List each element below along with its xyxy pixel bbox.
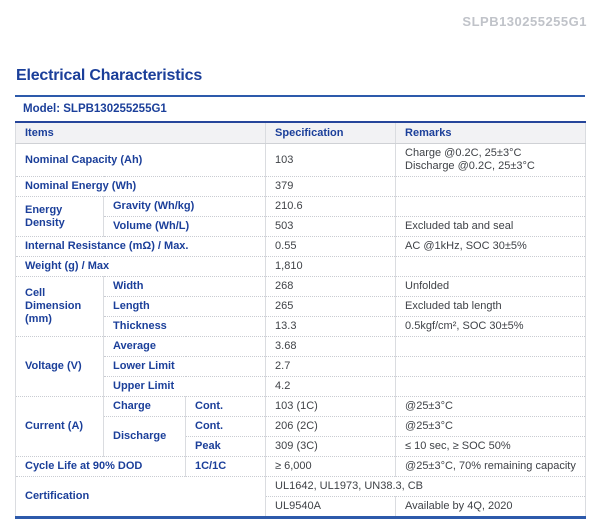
table-row: Certification UL1642, UL1973, UN38.3, CB	[14, 476, 587, 518]
certification-ul9540a-value: UL9540A	[265, 496, 397, 518]
length-label: Length	[102, 296, 267, 317]
current-discharge-peak-value: 309 (3C)	[265, 436, 397, 457]
cell-dimension-group-label: Cell Dimension (mm)	[15, 276, 104, 337]
watermark-model-number: SLPB130255255G1	[462, 14, 587, 29]
current-discharge-peak-remark: ≤ 10 sec, ≥ SOC 50%	[395, 436, 587, 457]
current-charge-cont-value: 103 (1C)	[265, 396, 397, 417]
table-row: Weight (g) / Max 1,810	[14, 256, 587, 277]
table-row: Peak 309 (3C) ≤ 10 sec, ≥ SOC 50%	[16, 436, 587, 457]
column-header-remarks: Remarks	[395, 121, 587, 144]
table-row: Cell Dimension (mm) Width 268 Unfolded	[15, 276, 587, 337]
nominal-energy-value: 379	[265, 176, 397, 197]
table-row: Thickness 13.3 0.5kgf/cm², SOC 30±5%	[16, 316, 587, 337]
nominal-energy-remark	[395, 176, 587, 197]
current-discharge-peak-label: Peak	[184, 436, 267, 457]
table-row: Nominal Energy (Wh) 379	[14, 176, 587, 197]
spec-table: Items Specification Remarks Nominal Capa…	[14, 121, 587, 519]
volume-remark: Excluded tab and seal	[395, 216, 587, 237]
current-discharge-cont-remark: @25±3°C	[395, 416, 587, 437]
length-value: 265	[265, 296, 397, 317]
volume-label: Volume (Wh/L)	[102, 216, 267, 237]
table-row: Nominal Capacity (Ah) 103 Charge @0.2C, …	[14, 143, 587, 177]
voltage-lower-limit-value: 2.7	[265, 356, 397, 377]
voltage-lower-limit-label: Lower Limit	[102, 356, 267, 377]
certification-ul9540a-remark: Available by 4Q, 2020	[395, 496, 587, 518]
certification-list-value: UL1642, UL1973, UN38.3, CB	[265, 476, 587, 497]
table-row: Discharge Cont. 206 (2C) @25±3°C	[16, 416, 587, 457]
current-discharge-cont-value: 206 (2C)	[265, 416, 397, 437]
voltage-upper-limit-label: Upper Limit	[102, 376, 267, 397]
thickness-remark: 0.5kgf/cm², SOC 30±5%	[395, 316, 587, 337]
cycle-life-remark: @25±3°C, 70% remaining capacity	[395, 456, 587, 477]
thickness-label: Thickness	[102, 316, 267, 337]
nominal-capacity-value: 103	[265, 143, 397, 177]
model-label: Model: SLPB130255255G1	[23, 103, 167, 115]
column-header-specification: Specification	[265, 121, 397, 144]
table-row: Current (A) Charge Cont. 103 (1C) @25±3°…	[15, 396, 587, 457]
table-row: Voltage (V) Average 3.68	[15, 336, 587, 397]
current-group-label: Current (A)	[15, 396, 104, 457]
table-row: UL9540A Available by 4Q, 2020	[16, 496, 587, 518]
internal-resistance-value: 0.55	[265, 236, 397, 257]
internal-resistance-label: Internal Resistance (mΩ) / Max.	[14, 236, 267, 257]
cycle-life-value: ≥ 6,000	[265, 456, 397, 477]
current-charge-cont-label: Cont.	[184, 396, 267, 417]
voltage-average-label: Average	[102, 336, 267, 357]
table-row: Energy Density Gravity (Wh/kg) 210.6	[15, 196, 587, 237]
nominal-capacity-remark: Charge @0.2C, 25±3°C Discharge @0.2C, 25…	[395, 143, 587, 177]
title-divider	[15, 95, 585, 97]
current-discharge-cont-label: Cont.	[184, 416, 267, 437]
cycle-life-label: Cycle Life at 90% DOD	[15, 456, 186, 477]
width-label: Width	[102, 276, 267, 297]
volume-value: 503	[265, 216, 397, 237]
nominal-capacity-label: Nominal Capacity (Ah)	[14, 143, 267, 177]
thickness-value: 13.3	[265, 316, 397, 337]
weight-value: 1,810	[265, 256, 397, 277]
table-row: Cycle Life at 90% DOD 1C/1C ≥ 6,000 @25±…	[15, 456, 587, 477]
voltage-average-remark	[395, 336, 587, 357]
voltage-group-label: Voltage (V)	[15, 336, 104, 397]
section-title: Electrical Characteristics	[16, 67, 203, 84]
weight-label: Weight (g) / Max	[14, 256, 267, 277]
width-remark: Unfolded	[395, 276, 587, 297]
certification-group-label: Certification	[14, 476, 267, 518]
voltage-average-value: 3.68	[265, 336, 397, 357]
cycle-life-condition: 1C/1C	[184, 456, 267, 477]
gravity-value: 210.6	[265, 196, 397, 217]
weight-remark	[395, 256, 587, 277]
width-value: 268	[265, 276, 397, 297]
energy-density-group-label: Energy Density	[15, 196, 104, 237]
voltage-lower-limit-remark	[395, 356, 587, 377]
column-header-items: Items	[14, 121, 267, 144]
gravity-label: Gravity (Wh/kg)	[102, 196, 267, 217]
table-row: Internal Resistance (mΩ) / Max. 0.55 AC …	[14, 236, 587, 257]
voltage-upper-limit-value: 4.2	[265, 376, 397, 397]
current-charge-label: Charge	[103, 396, 186, 417]
voltage-upper-limit-remark	[395, 376, 587, 397]
current-discharge-label: Discharge	[103, 416, 186, 457]
nominal-energy-label: Nominal Energy (Wh)	[14, 176, 267, 197]
current-charge-cont-remark: @25±3°C	[395, 396, 587, 417]
gravity-remark	[395, 196, 587, 217]
table-row: Volume (Wh/L) 503 Excluded tab and seal	[16, 216, 587, 237]
internal-resistance-remark: AC @1kHz, SOC 30±5%	[395, 236, 587, 257]
table-header-row: Items Specification Remarks	[14, 121, 587, 144]
electrical-characteristics-section: Electrical Characteristics Model: SLPB13…	[14, 66, 587, 519]
length-remark: Excluded tab length	[395, 296, 587, 317]
table-row: Lower Limit 2.7	[16, 356, 587, 377]
